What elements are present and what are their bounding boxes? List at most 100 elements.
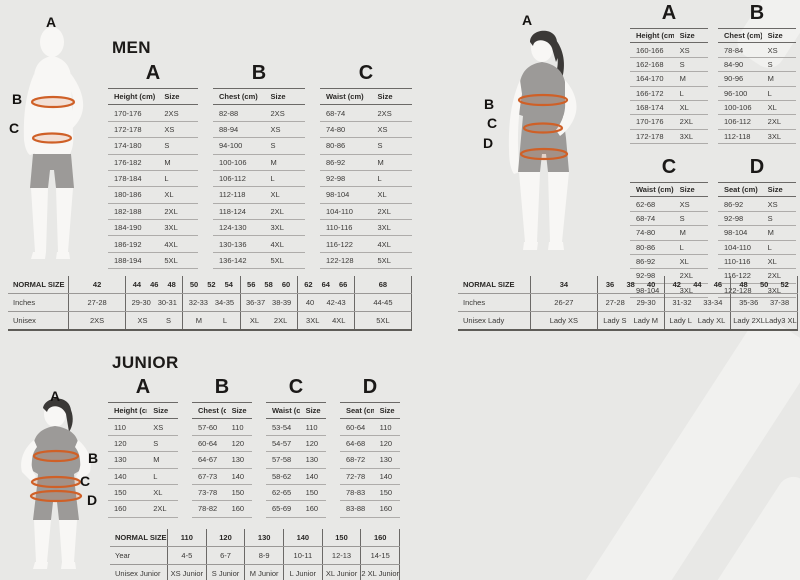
- range-cell: 98-104: [636, 285, 660, 295]
- size-cell: XL: [767, 103, 777, 113]
- table-row: 60-64 110: [340, 419, 400, 436]
- range-cell: 180-186: [114, 190, 142, 200]
- column-header: Size: [767, 185, 783, 195]
- table-row: 53-54 110: [266, 419, 326, 436]
- size-cell: L: [679, 242, 684, 252]
- inches-value: 40: [305, 298, 315, 307]
- range-cell: 160: [114, 504, 127, 514]
- unisex-size-value: L: [222, 316, 228, 325]
- size-cell: M: [679, 74, 686, 84]
- range-cell: 100-106: [219, 157, 247, 167]
- table-row: 74-80 XS: [320, 121, 412, 138]
- unisex-size-value: 2XS: [89, 316, 105, 325]
- size-group: 42 44 46: [663, 276, 731, 293]
- table-row: 170-176 2XS: [108, 105, 198, 122]
- column-header: Waist (cm): [636, 185, 674, 195]
- range-cell: 110-116: [326, 223, 353, 233]
- table-row: 64-67 130: [192, 452, 252, 468]
- row-label: Unisex Lady: [463, 316, 505, 325]
- seat-measure-band: [29, 489, 83, 503]
- range-cell: 86-92: [326, 157, 346, 167]
- size-cell: 2XS: [164, 108, 179, 118]
- unisex-size-value: M: [195, 316, 203, 325]
- inches-row: Inches 26-27 27-28 29-30 31-32 33-34 35-36…: [458, 294, 798, 312]
- range-cell: 53-54: [272, 422, 292, 432]
- size-cell: M: [679, 228, 686, 238]
- range-cell: 98-104: [326, 190, 350, 200]
- table-row: 80-86 L: [630, 240, 708, 255]
- size-value: 52: [780, 280, 789, 289]
- table-row: 74-80 M: [630, 226, 708, 240]
- size-cell: M: [153, 455, 160, 465]
- size-cell: 2XL: [767, 117, 782, 127]
- size-cell: S: [377, 141, 383, 151]
- size-group: 12-13: [321, 547, 361, 564]
- size-cell: 3XL: [679, 285, 694, 295]
- size-value: 66: [338, 280, 348, 289]
- size-table: B Chest (cm) Size 78-84 XS 84-90: [718, 2, 796, 144]
- table-row: 88-94 XS: [213, 121, 305, 138]
- size-cell: M: [767, 74, 774, 84]
- junior-size-value: XS Junior: [170, 569, 204, 578]
- size-group: Lady L Lady XL: [663, 312, 731, 329]
- junior-shorts: [33, 486, 79, 520]
- normal-size-row: NORMAL SIZE 34 36 38 40 42 44 46 48 50 52: [458, 276, 798, 294]
- table-row: 80-86 S: [320, 138, 412, 154]
- size-cell: 2XL: [679, 271, 694, 281]
- size-group: 10-11: [283, 547, 322, 564]
- table-row: 130 M: [108, 452, 178, 468]
- table-row: 104-110 L: [718, 240, 796, 255]
- unisex-size-value: 2XL: [273, 316, 288, 325]
- table-row: 162-168 S: [630, 57, 708, 72]
- table-row: 160-166 XS: [630, 43, 708, 58]
- size-group: 35-36 37-38: [730, 294, 798, 311]
- size-group: 50 52 54: [182, 276, 239, 293]
- range-cell: 112-118: [724, 131, 751, 141]
- size-group: 130: [244, 529, 283, 546]
- size-cell: 4XL: [270, 239, 284, 249]
- column-header: Waist (cm): [272, 406, 300, 416]
- range-cell: 64-67: [198, 455, 218, 465]
- row-label: Year: [115, 551, 131, 560]
- size-cell: 3XL: [679, 131, 694, 141]
- range-cell: 174-180: [114, 141, 142, 151]
- size-cell: XS: [767, 45, 778, 55]
- size-cell: XL: [164, 190, 174, 200]
- range-cell: 62-68: [636, 199, 656, 209]
- size-cell: XS: [164, 124, 175, 134]
- table-row: 122-128 5XL: [320, 252, 412, 269]
- woman-shorts: [518, 138, 569, 172]
- range-cell: 106-112: [724, 117, 751, 127]
- range-cell: 176-182: [114, 157, 142, 167]
- size-group: Lady S Lady M: [596, 312, 664, 329]
- cropped-page-title: [90, 0, 320, 5]
- range-cell: 82-88: [219, 108, 239, 118]
- table-row: 68-74 S: [630, 211, 708, 226]
- size-cell: 120: [305, 438, 319, 448]
- table-letter: C: [661, 156, 677, 178]
- size-cell: 3XL: [270, 223, 284, 233]
- size-cell: 150: [231, 488, 245, 498]
- size-table: A Height (cm) Size 160-166 XS 162-16: [630, 2, 708, 144]
- inches-value: 32-33: [188, 298, 208, 307]
- inches-value: 29-30: [636, 298, 656, 307]
- man-shorts: [30, 154, 74, 188]
- table-row: 86-92 M: [320, 154, 412, 171]
- table-row: 62-68 XS: [630, 197, 708, 212]
- table-row: 78-84 XS: [718, 43, 796, 58]
- waist-measure-band: [522, 122, 564, 134]
- table-row: 116-122 2XL: [718, 269, 796, 284]
- women-figure-label-a: A: [522, 12, 533, 28]
- column-header: Waist (cm): [326, 92, 364, 102]
- men-section-title: MEN: [112, 38, 151, 57]
- size-cell: XS: [767, 199, 778, 209]
- range-cell: 92-98: [636, 271, 656, 281]
- table-row: 84-90 S: [718, 57, 796, 72]
- size-group: 29-30 30-31: [125, 294, 182, 311]
- size-value: 140: [296, 533, 310, 542]
- size-cell: 140: [231, 471, 245, 481]
- size-cell: XS: [153, 422, 164, 432]
- size-value: 36: [605, 280, 615, 289]
- size-value: 38: [626, 280, 635, 289]
- size-group: 8-9: [244, 547, 283, 564]
